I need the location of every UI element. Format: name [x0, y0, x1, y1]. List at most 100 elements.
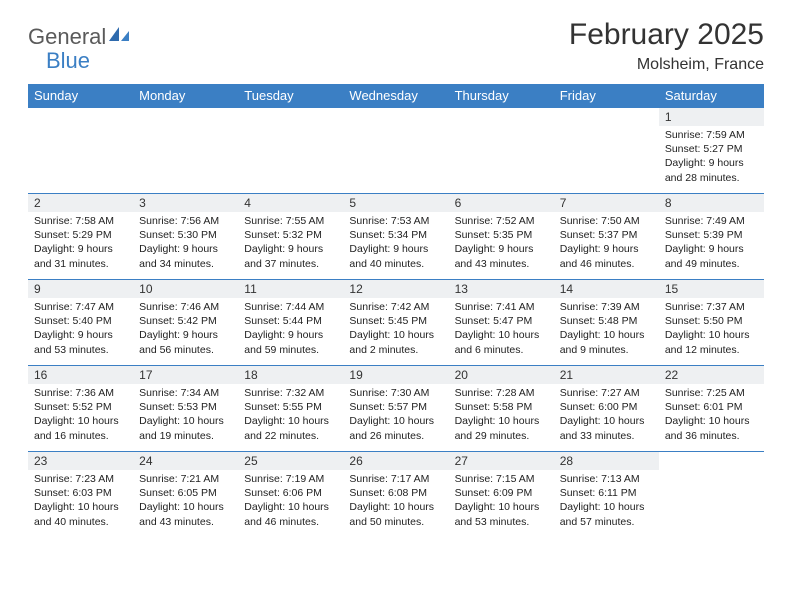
- day-details: Sunrise: 7:30 AMSunset: 5:57 PMDaylight:…: [343, 384, 448, 445]
- daylight-line1: Daylight: 10 hours: [34, 414, 127, 428]
- sunrise-text: Sunrise: 7:42 AM: [349, 300, 442, 314]
- day-details: Sunrise: 7:32 AMSunset: 5:55 PMDaylight:…: [238, 384, 343, 445]
- sunset-text: Sunset: 5:53 PM: [139, 400, 232, 414]
- daylight-line1: Daylight: 9 hours: [349, 242, 442, 256]
- sunset-text: Sunset: 5:48 PM: [560, 314, 653, 328]
- daylight-line1: Daylight: 9 hours: [665, 242, 758, 256]
- calendar-day-cell: 21Sunrise: 7:27 AMSunset: 6:00 PMDayligh…: [554, 366, 659, 452]
- daylight-line2: and 49 minutes.: [665, 257, 758, 271]
- day-details: Sunrise: 7:37 AMSunset: 5:50 PMDaylight:…: [659, 298, 764, 359]
- calendar-week-row: 16Sunrise: 7:36 AMSunset: 5:52 PMDayligh…: [28, 366, 764, 452]
- day-details: Sunrise: 7:21 AMSunset: 6:05 PMDaylight:…: [133, 470, 238, 531]
- day-details: Sunrise: 7:28 AMSunset: 5:58 PMDaylight:…: [449, 384, 554, 445]
- calendar-empty-cell: [659, 452, 764, 538]
- day-number: 16: [28, 366, 133, 384]
- calendar-day-cell: 13Sunrise: 7:41 AMSunset: 5:47 PMDayligh…: [449, 280, 554, 366]
- sunrise-text: Sunrise: 7:59 AM: [665, 128, 758, 142]
- page-header: General February 2025 Molsheim, France: [28, 18, 764, 74]
- calendar-week-row: 9Sunrise: 7:47 AMSunset: 5:40 PMDaylight…: [28, 280, 764, 366]
- day-number: 4: [238, 194, 343, 212]
- daylight-line2: and 57 minutes.: [560, 515, 653, 529]
- daylight-line2: and 16 minutes.: [34, 429, 127, 443]
- day-details: Sunrise: 7:47 AMSunset: 5:40 PMDaylight:…: [28, 298, 133, 359]
- sunrise-text: Sunrise: 7:37 AM: [665, 300, 758, 314]
- daylight-line2: and 28 minutes.: [665, 171, 758, 185]
- daylight-line2: and 53 minutes.: [34, 343, 127, 357]
- calendar-day-cell: 9Sunrise: 7:47 AMSunset: 5:40 PMDaylight…: [28, 280, 133, 366]
- day-details: Sunrise: 7:55 AMSunset: 5:32 PMDaylight:…: [238, 212, 343, 273]
- calendar-header-row: SundayMondayTuesdayWednesdayThursdayFrid…: [28, 84, 764, 108]
- sunrise-text: Sunrise: 7:32 AM: [244, 386, 337, 400]
- sunrise-text: Sunrise: 7:27 AM: [560, 386, 653, 400]
- sunset-text: Sunset: 5:57 PM: [349, 400, 442, 414]
- calendar-day-cell: 14Sunrise: 7:39 AMSunset: 5:48 PMDayligh…: [554, 280, 659, 366]
- daylight-line2: and 34 minutes.: [139, 257, 232, 271]
- calendar-day-cell: 24Sunrise: 7:21 AMSunset: 6:05 PMDayligh…: [133, 452, 238, 538]
- daylight-line2: and 53 minutes.: [455, 515, 548, 529]
- daylight-line2: and 12 minutes.: [665, 343, 758, 357]
- day-number: 5: [343, 194, 448, 212]
- day-number: 17: [133, 366, 238, 384]
- daylight-line1: Daylight: 10 hours: [139, 414, 232, 428]
- day-number: 15: [659, 280, 764, 298]
- sunset-text: Sunset: 5:27 PM: [665, 142, 758, 156]
- calendar-day-cell: 23Sunrise: 7:23 AMSunset: 6:03 PMDayligh…: [28, 452, 133, 538]
- day-details: Sunrise: 7:41 AMSunset: 5:47 PMDaylight:…: [449, 298, 554, 359]
- daylight-line1: Daylight: 9 hours: [139, 328, 232, 342]
- day-number: 20: [449, 366, 554, 384]
- daylight-line1: Daylight: 10 hours: [665, 414, 758, 428]
- day-number: 18: [238, 366, 343, 384]
- sunset-text: Sunset: 5:47 PM: [455, 314, 548, 328]
- daylight-line1: Daylight: 10 hours: [244, 414, 337, 428]
- day-number: 1: [659, 108, 764, 126]
- sunset-text: Sunset: 6:08 PM: [349, 486, 442, 500]
- brand-word1: General: [28, 24, 106, 50]
- daylight-line2: and 36 minutes.: [665, 429, 758, 443]
- day-details: Sunrise: 7:49 AMSunset: 5:39 PMDaylight:…: [659, 212, 764, 273]
- calendar-day-cell: 18Sunrise: 7:32 AMSunset: 5:55 PMDayligh…: [238, 366, 343, 452]
- day-details: Sunrise: 7:25 AMSunset: 6:01 PMDaylight:…: [659, 384, 764, 445]
- day-details: Sunrise: 7:19 AMSunset: 6:06 PMDaylight:…: [238, 470, 343, 531]
- day-details: Sunrise: 7:52 AMSunset: 5:35 PMDaylight:…: [449, 212, 554, 273]
- daylight-line1: Daylight: 10 hours: [34, 500, 127, 514]
- daylight-line2: and 40 minutes.: [34, 515, 127, 529]
- calendar-body: 1 Sunrise: 7:59 AMSunset: 5:27 PM Daylight…: [28, 108, 764, 538]
- calendar-empty-cell: [28, 108, 133, 194]
- calendar-week-row: 23Sunrise: 7:23 AMSunset: 6:03 PMDayligh…: [28, 452, 764, 538]
- weekday-header: Thursday: [449, 84, 554, 108]
- day-details: Sunrise: 7:44 AMSunset: 5:44 PMDaylight:…: [238, 298, 343, 359]
- daylight-line1: Daylight: 10 hours: [455, 500, 548, 514]
- daylight-line1: Daylight: 10 hours: [349, 414, 442, 428]
- sunset-text: Sunset: 5:32 PM: [244, 228, 337, 242]
- daylight-line1: Daylight: 10 hours: [455, 414, 548, 428]
- calendar-day-cell: 11Sunrise: 7:44 AMSunset: 5:44 PMDayligh…: [238, 280, 343, 366]
- day-number: 28: [554, 452, 659, 470]
- day-details: Sunrise: 7:36 AMSunset: 5:52 PMDaylight:…: [28, 384, 133, 445]
- daylight-line2: and 59 minutes.: [244, 343, 337, 357]
- calendar-day-cell: 20Sunrise: 7:28 AMSunset: 5:58 PMDayligh…: [449, 366, 554, 452]
- sunrise-text: Sunrise: 7:28 AM: [455, 386, 548, 400]
- daylight-line1: Daylight: 9 hours: [455, 242, 548, 256]
- daylight-line2: and 29 minutes.: [455, 429, 548, 443]
- sunrise-text: Sunrise: 7:17 AM: [349, 472, 442, 486]
- calendar-week-row: 1Sunrise: 7:59 AMSunset: 5:27 PMDaylight…: [28, 108, 764, 194]
- sunset-text: Sunset: 5:52 PM: [34, 400, 127, 414]
- sunset-text: Sunset: 5:30 PM: [139, 228, 232, 242]
- day-number: 6: [449, 194, 554, 212]
- daylight-line2: and 46 minutes.: [560, 257, 653, 271]
- calendar-day-cell: 15Sunrise: 7:37 AMSunset: 5:50 PMDayligh…: [659, 280, 764, 366]
- weekday-header: Monday: [133, 84, 238, 108]
- calendar-empty-cell: [554, 108, 659, 194]
- day-number: 9: [28, 280, 133, 298]
- sunrise-text: Sunrise: 7:30 AM: [349, 386, 442, 400]
- daylight-line2: and 2 minutes.: [349, 343, 442, 357]
- sunset-text: Sunset: 6:00 PM: [560, 400, 653, 414]
- sunset-text: Sunset: 5:44 PM: [244, 314, 337, 328]
- day-details: Sunrise: 7:15 AMSunset: 6:09 PMDaylight:…: [449, 470, 554, 531]
- daylight-line1: Daylight: 10 hours: [665, 328, 758, 342]
- sunset-text: Sunset: 6:01 PM: [665, 400, 758, 414]
- location-label: Molsheim, France: [569, 56, 764, 74]
- calendar-empty-cell: [133, 108, 238, 194]
- sunset-text: Sunset: 5:45 PM: [349, 314, 442, 328]
- daylight-line1: Daylight: 9 hours: [139, 242, 232, 256]
